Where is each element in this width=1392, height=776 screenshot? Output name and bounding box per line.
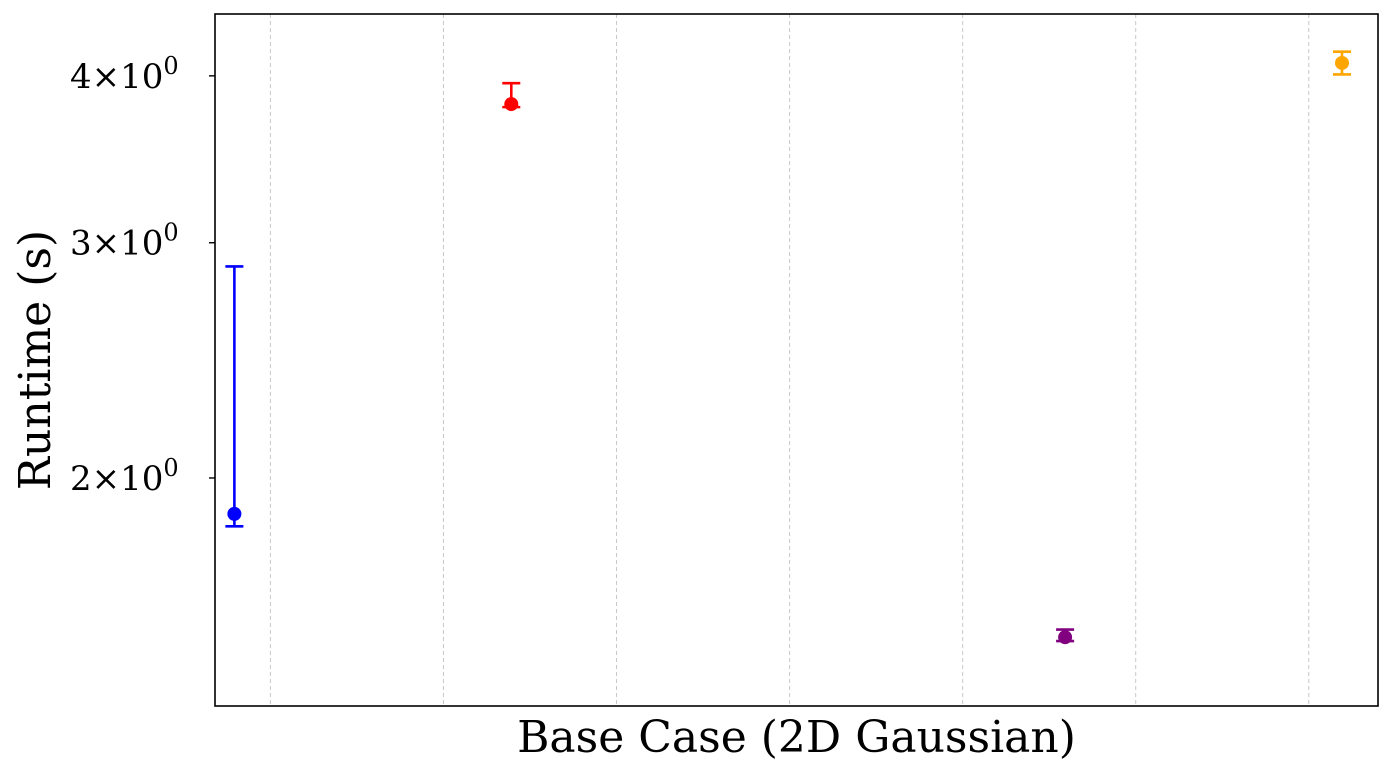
data-point-0 — [225, 265, 244, 528]
marker-2 — [1058, 630, 1073, 645]
y-axis-label: Runtime (s) — [10, 230, 61, 490]
data-series — [225, 50, 1352, 645]
grid-lines — [269, 14, 1310, 706]
data-point-2 — [1056, 628, 1075, 645]
y-tick-label-0: 2×100 — [70, 454, 179, 499]
y-tick-label-1: 3×100 — [70, 219, 179, 264]
data-point-1 — [502, 81, 521, 112]
y-tick-labels: 2×100 3×100 4×100 — [70, 52, 215, 499]
y-tick-label-2: 4×100 — [70, 52, 179, 97]
data-point-3 — [1333, 50, 1352, 76]
marker-3 — [1335, 55, 1350, 70]
marker-1 — [504, 97, 519, 112]
x-axis-label: Base Case (2D Gaussian) — [517, 712, 1076, 763]
plot-area-frame — [214, 13, 1379, 707]
marker-0 — [227, 506, 242, 521]
